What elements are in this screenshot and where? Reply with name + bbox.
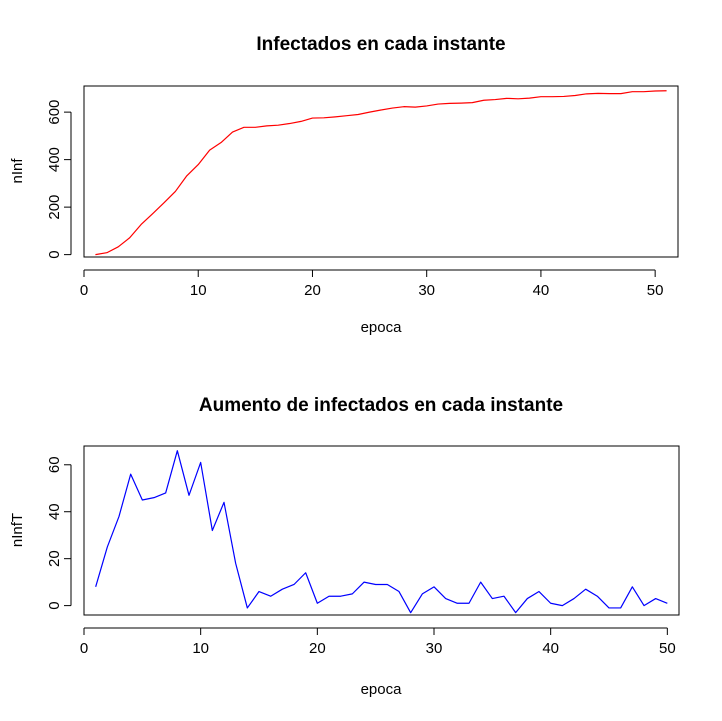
x-tick-label: 50 xyxy=(659,640,676,657)
x-tick-label: 50 xyxy=(647,282,664,299)
chart-title: Aumento de infectados en cada instante xyxy=(199,395,563,416)
y-tick-label: 40 xyxy=(46,503,63,520)
panel-infectados: Infectados en cada instante 0 10 20 30 40 50 … xyxy=(9,34,679,336)
series-line xyxy=(95,450,668,614)
y-axis-label: nInf xyxy=(9,158,26,184)
series-group xyxy=(95,90,667,256)
x-tick-label: 30 xyxy=(426,640,443,657)
y-tick-label: 0 xyxy=(46,601,63,609)
x-tick-label: 10 xyxy=(192,640,209,657)
series-line xyxy=(95,90,667,256)
x-tick-label: 30 xyxy=(418,282,435,299)
panel-aumento: Aumento de infectados en cada instante 0… xyxy=(9,395,680,698)
y-tick-label: 600 xyxy=(46,100,63,125)
x-tick-label: 40 xyxy=(542,640,559,657)
plot-box xyxy=(83,445,680,616)
x-tick-label: 40 xyxy=(533,282,550,299)
x-tick-label: 20 xyxy=(304,282,321,299)
series-group xyxy=(95,450,668,614)
y-tick-label: 0 xyxy=(46,250,63,258)
x-axis-label: epoca xyxy=(361,681,403,698)
y-tick-label: 400 xyxy=(46,147,63,172)
x-axis: 0 10 20 30 40 50 xyxy=(80,269,664,299)
x-tick-label: 0 xyxy=(80,640,88,657)
plot-box xyxy=(83,85,679,258)
x-tick-label: 10 xyxy=(190,282,207,299)
y-axis-label: nInfT xyxy=(9,513,26,547)
y-tick-label: 60 xyxy=(46,456,63,473)
x-tick-label: 0 xyxy=(80,282,88,299)
x-axis: 0 10 20 30 40 50 xyxy=(80,627,676,657)
y-tick-label: 200 xyxy=(46,195,63,220)
y-tick-label: 20 xyxy=(46,550,63,567)
chart-title: Infectados en cada instante xyxy=(256,34,505,55)
y-axis: 0 20 40 60 xyxy=(46,456,72,610)
x-axis-label: epoca xyxy=(361,319,403,336)
x-tick-label: 20 xyxy=(309,640,326,657)
y-axis: 0 200 400 600 xyxy=(46,100,72,259)
